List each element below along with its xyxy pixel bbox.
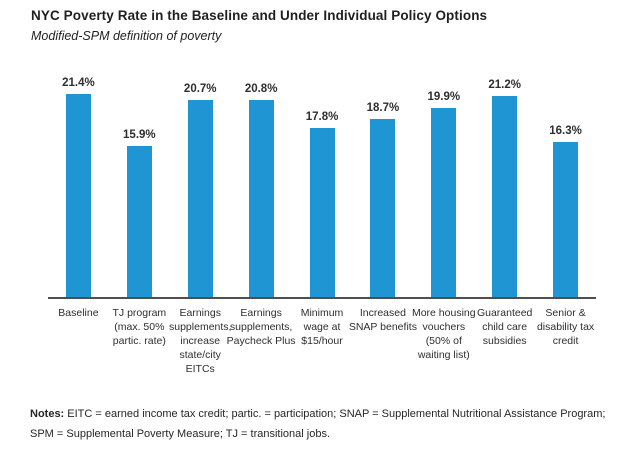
footnotes-text: EITC = earned income tax credit; partic.… xyxy=(30,408,606,440)
bar-value-label: 20.7% xyxy=(183,83,217,95)
bar-value-label: 18.7% xyxy=(366,102,400,114)
bar-column: 15.9% xyxy=(109,74,170,297)
chart-title: NYC Poverty Rate in the Baseline and Und… xyxy=(31,8,488,23)
bar-value-label: 19.9% xyxy=(427,91,461,103)
x-axis-category-label: Senior & disability tax credit xyxy=(536,307,595,347)
bar xyxy=(492,96,518,297)
bar xyxy=(309,128,335,297)
bar-chart: 21.4% 15.9% 20.7% 20.8% 17.8% 18.7% 19.9% 21.2%… xyxy=(48,74,596,376)
x-axis-category-label: Guaranteed child care subsidies xyxy=(476,307,533,347)
bar-value-label: 16.3% xyxy=(549,125,582,137)
bar xyxy=(248,100,274,297)
bar-column: 20.8% xyxy=(231,74,292,297)
x-axis-category-label: TJ program (max. 50% partic. rate) xyxy=(112,307,167,347)
bar-column: 16.3% xyxy=(535,74,596,297)
bar-column: 19.9% xyxy=(413,74,474,297)
bar xyxy=(65,94,91,297)
plot-area: 21.4% 15.9% 20.7% 20.8% 17.8% 18.7% 19.9% 21.2%… xyxy=(48,74,596,299)
x-axis-category-label: Increased SNAP benefits xyxy=(348,307,417,333)
bar xyxy=(187,100,213,297)
footnotes: Notes: EITC = earned income tax credit; … xyxy=(30,404,616,444)
bar-value-label: 21.4% xyxy=(62,77,95,89)
x-axis-category-label: Earnings supplements, Paycheck Plus xyxy=(226,307,296,347)
bar-column: 20.7% xyxy=(170,74,231,297)
bar-column: 21.2% xyxy=(474,74,535,297)
x-axis-labels: Baseline TJ program (max. 50% partic. rat… xyxy=(48,299,596,376)
bar-column: 21.4% xyxy=(48,74,109,297)
x-axis-category-label: Minimum wage at $15/hour xyxy=(300,307,344,347)
bar-column: 17.8% xyxy=(292,74,353,297)
bar-column: 18.7% xyxy=(352,74,413,297)
bar xyxy=(553,142,579,297)
x-axis-category-label: Earnings supplements, increase state/cit… xyxy=(169,307,232,375)
bar-value-label: 15.9% xyxy=(123,129,156,141)
x-axis-category-label: More housing vouchers (50% of waiting li… xyxy=(411,307,476,361)
bar xyxy=(126,146,152,297)
x-axis-category-label: Baseline xyxy=(58,307,99,319)
footnotes-label: Notes: xyxy=(30,408,65,420)
chart-subtitle: Modified-SPM definition of poverty xyxy=(31,29,222,43)
bar xyxy=(370,119,396,297)
bar-value-label: 20.8% xyxy=(244,83,278,95)
bar xyxy=(431,108,457,297)
bar-value-label: 17.8% xyxy=(305,111,339,123)
bar-value-label: 21.2% xyxy=(488,79,521,91)
